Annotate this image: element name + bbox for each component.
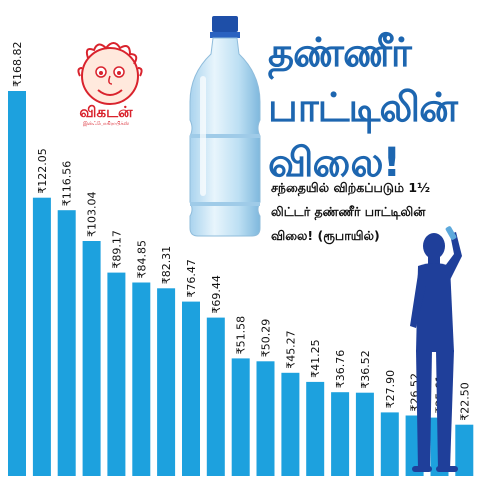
- bar: [331, 392, 350, 476]
- bar: [455, 424, 474, 476]
- bar: [355, 392, 374, 476]
- bar: [132, 282, 151, 476]
- subtitle-line: விலை! (ரூபாயில்): [271, 228, 380, 243]
- bar: [32, 197, 51, 476]
- bar-value-label: ₹41.25: [309, 339, 322, 378]
- bar: [8, 91, 26, 476]
- bar-value-label: ₹36.76: [334, 350, 347, 389]
- bar: [231, 358, 250, 476]
- title-line: தண்ணீர்: [268, 30, 412, 76]
- logo-brand-text: விகடன்: [79, 103, 133, 121]
- bar-value-label: ₹22.50: [458, 382, 471, 421]
- subtitle-line: லிட்டர் தண்ணீர் பாட்டிலின்: [271, 204, 426, 219]
- title: தண்ணீர் பாட்டிலின் விலை!: [268, 26, 478, 191]
- subtitle: சந்தையில் விற்கப்படும் 1½ லிட்டர் தண்ணீர…: [271, 176, 471, 248]
- bar-value-label: ₹36.52: [359, 350, 372, 389]
- bar-value-label: ₹50.29: [260, 319, 273, 358]
- bar: [82, 241, 101, 476]
- bar-value-label: ₹45.27: [284, 330, 297, 369]
- bar-value-label: ₹122.05: [36, 148, 49, 194]
- bar-value-label: ₹103.04: [86, 192, 99, 238]
- bar-value-label: ₹27.90: [384, 370, 397, 409]
- bar-value-label: ₹116.56: [61, 161, 74, 207]
- bar: [380, 412, 399, 476]
- bar: [206, 317, 225, 476]
- logo-sub-text: இன்ஃபோகிராபிக்ஸ்: [83, 121, 129, 127]
- bar: [182, 301, 200, 476]
- bar: [256, 361, 275, 476]
- bar-value-label: ₹76.47: [185, 259, 198, 298]
- bar-value-label: ₹69.44: [210, 275, 223, 313]
- bar: [306, 381, 325, 476]
- bar: [107, 272, 126, 476]
- vikatan-mascot-logo: [77, 42, 143, 105]
- subtitle-line: சந்தையில் விற்கப்படும் 1½: [271, 180, 431, 195]
- bar-value-label: ₹89.17: [110, 230, 123, 269]
- title-line: பாட்டிலின்: [268, 85, 458, 131]
- bar-value-label: ₹82.31: [160, 246, 173, 285]
- drinking-person-silhouette: [410, 226, 462, 472]
- water-bottle-illustration: [189, 16, 261, 237]
- bar-value-label: ₹84.85: [135, 240, 148, 279]
- title-line: விலை!: [268, 140, 401, 186]
- bar-value-label: ₹51.58: [235, 316, 248, 355]
- bar-value-label: ₹168.82: [11, 42, 24, 88]
- bar: [157, 288, 176, 476]
- bar: [57, 210, 76, 476]
- bar: [281, 372, 300, 476]
